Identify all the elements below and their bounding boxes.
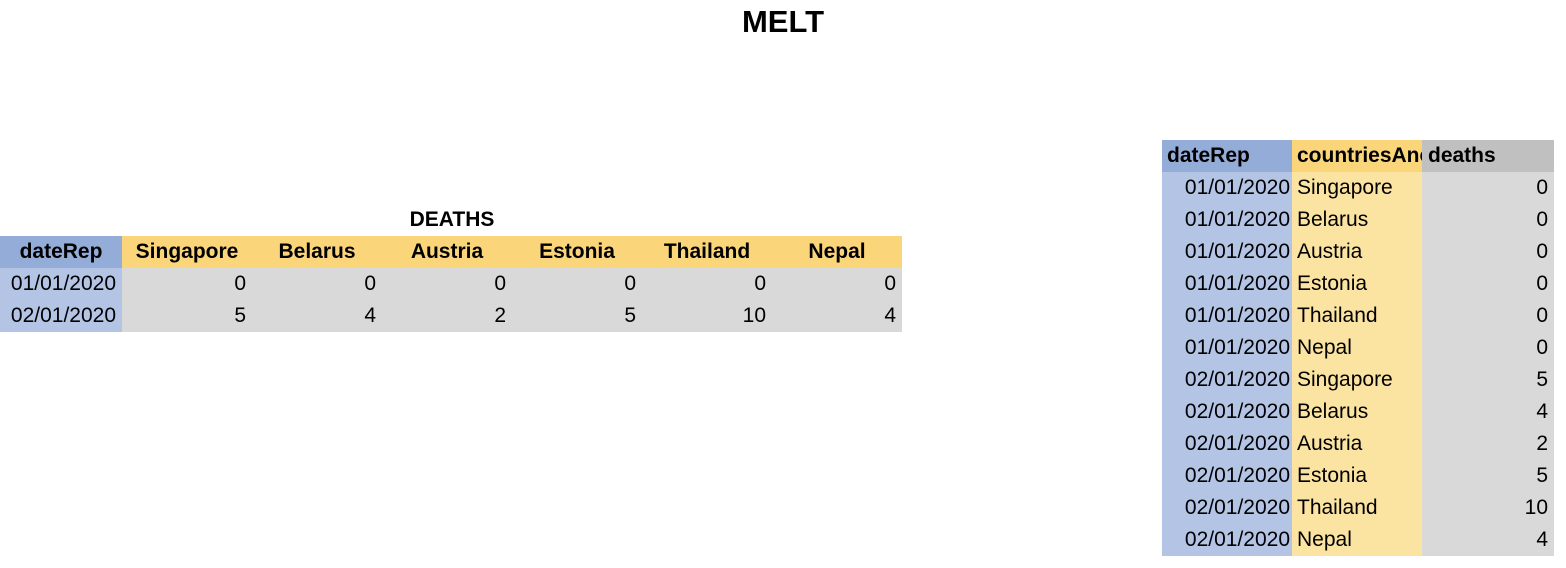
long-deaths-cell: 0 xyxy=(1422,204,1554,236)
long-date-cell: 01/01/2020 xyxy=(1162,204,1292,236)
long-deaths-cell: 0 xyxy=(1422,172,1554,204)
wide-header-country: Nepal xyxy=(772,236,902,268)
wide-value-cell: 5 xyxy=(512,300,642,332)
wide-value-cell: 4 xyxy=(252,300,382,332)
wide-table-header-row: dateRep Singapore Belarus Austria Estoni… xyxy=(0,236,904,268)
long-deaths-cell: 4 xyxy=(1422,524,1554,556)
table-row: 01/01/2020 Thailand 0 xyxy=(1162,300,1554,332)
table-row: 02/01/2020 5 4 2 5 10 4 xyxy=(0,300,904,332)
wide-value-cell: 5 xyxy=(122,300,252,332)
long-date-cell: 01/01/2020 xyxy=(1162,172,1292,204)
long-country-cell: Belarus xyxy=(1292,204,1422,236)
long-table-header-row: dateRep countriesAnc deaths xyxy=(1162,140,1554,172)
long-header-deaths: deaths xyxy=(1422,140,1554,172)
table-row: 01/01/2020 Singapore 0 xyxy=(1162,172,1554,204)
long-deaths-cell: 0 xyxy=(1422,332,1554,364)
table-row: 02/01/2020 Thailand 10 xyxy=(1162,492,1554,524)
long-header-date: dateRep xyxy=(1162,140,1292,172)
wide-value-cell: 0 xyxy=(252,268,382,300)
long-header-country: countriesAnc xyxy=(1292,140,1422,172)
long-deaths-cell: 2 xyxy=(1422,428,1554,460)
long-date-cell: 01/01/2020 xyxy=(1162,300,1292,332)
long-country-cell: Belarus xyxy=(1292,396,1422,428)
long-date-cell: 01/01/2020 xyxy=(1162,268,1292,300)
long-date-cell: 01/01/2020 xyxy=(1162,332,1292,364)
wide-value-cell: 4 xyxy=(772,300,902,332)
long-country-cell: Austria xyxy=(1292,428,1422,460)
long-deaths-cell: 0 xyxy=(1422,236,1554,268)
long-country-cell: Estonia xyxy=(1292,268,1422,300)
long-country-cell: Thailand xyxy=(1292,492,1422,524)
wide-table: DEATHS dateRep Singapore Belarus Austria… xyxy=(0,204,904,332)
wide-table-caption: DEATHS xyxy=(409,208,495,231)
wide-header-country: Thailand xyxy=(642,236,772,268)
wide-value-cell: 0 xyxy=(122,268,252,300)
long-country-cell: Thailand xyxy=(1292,300,1422,332)
wide-header-country: Singapore xyxy=(122,236,252,268)
long-date-cell: 02/01/2020 xyxy=(1162,524,1292,556)
wide-date-cell: 02/01/2020 xyxy=(0,300,122,332)
table-row: 01/01/2020 0 0 0 0 0 0 xyxy=(0,268,904,300)
table-row: 02/01/2020 Singapore 5 xyxy=(1162,364,1554,396)
long-country-cell: Singapore xyxy=(1292,364,1422,396)
wide-value-cell: 0 xyxy=(382,268,512,300)
long-deaths-cell: 5 xyxy=(1422,364,1554,396)
wide-header-country: Estonia xyxy=(512,236,642,268)
wide-header-date: dateRep xyxy=(0,236,122,268)
long-deaths-cell: 4 xyxy=(1422,396,1554,428)
table-row: 01/01/2020 Nepal 0 xyxy=(1162,332,1554,364)
long-date-cell: 02/01/2020 xyxy=(1162,364,1292,396)
wide-value-cell: 0 xyxy=(512,268,642,300)
wide-header-country: Austria xyxy=(382,236,512,268)
table-row: 02/01/2020 Nepal 4 xyxy=(1162,524,1554,556)
long-deaths-cell: 5 xyxy=(1422,460,1554,492)
table-row: 01/01/2020 Austria 0 xyxy=(1162,236,1554,268)
long-date-cell: 02/01/2020 xyxy=(1162,460,1292,492)
long-country-cell: Estonia xyxy=(1292,460,1422,492)
long-date-cell: 02/01/2020 xyxy=(1162,492,1292,524)
long-country-cell: Austria xyxy=(1292,236,1422,268)
long-date-cell: 02/01/2020 xyxy=(1162,396,1292,428)
long-country-cell: Nepal xyxy=(1292,524,1422,556)
long-deaths-cell: 0 xyxy=(1422,268,1554,300)
wide-value-cell: 0 xyxy=(642,268,772,300)
table-row: 01/01/2020 Estonia 0 xyxy=(1162,268,1554,300)
wide-value-cell: 10 xyxy=(642,300,772,332)
long-country-cell: Singapore xyxy=(1292,172,1422,204)
table-row: 02/01/2020 Austria 2 xyxy=(1162,428,1554,460)
page-title: MELT xyxy=(741,4,825,39)
wide-header-country: Belarus xyxy=(252,236,382,268)
wide-value-cell: 0 xyxy=(772,268,902,300)
long-deaths-cell: 0 xyxy=(1422,300,1554,332)
wide-value-cell: 2 xyxy=(382,300,512,332)
long-deaths-cell: 10 xyxy=(1422,492,1554,524)
long-date-cell: 02/01/2020 xyxy=(1162,428,1292,460)
table-row: 02/01/2020 Estonia 5 xyxy=(1162,460,1554,492)
table-row: 01/01/2020 Belarus 0 xyxy=(1162,204,1554,236)
wide-date-cell: 01/01/2020 xyxy=(0,268,122,300)
long-country-cell: Nepal xyxy=(1292,332,1422,364)
long-table: dateRep countriesAnc deaths 01/01/2020 S… xyxy=(1162,140,1554,556)
table-row: 02/01/2020 Belarus 4 xyxy=(1162,396,1554,428)
long-date-cell: 01/01/2020 xyxy=(1162,236,1292,268)
